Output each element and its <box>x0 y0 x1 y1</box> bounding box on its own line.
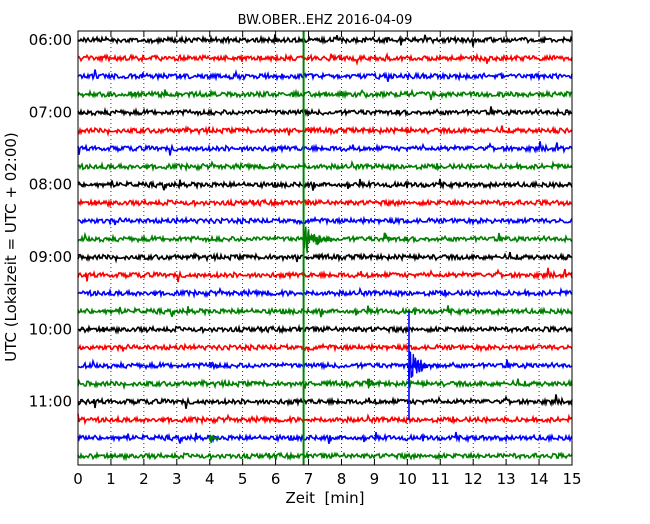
trace-row-6 <box>77 141 573 156</box>
x-tick-label-1: 1 <box>106 470 116 488</box>
trace-row-9 <box>77 197 573 209</box>
event-burst-1 <box>382 232 395 244</box>
x-tick-label-7: 7 <box>304 470 314 488</box>
y-tick-label-2: 08:00 <box>29 176 72 194</box>
trace-row-3 <box>77 88 573 101</box>
trace-row-23 <box>77 450 573 462</box>
trace-row-2 <box>77 69 573 82</box>
trace-row-12 <box>77 251 573 264</box>
trace-row-21 <box>77 413 573 426</box>
trace-row-0 <box>77 34 573 47</box>
x-tick-label-6: 6 <box>271 470 281 488</box>
x-tick-label-13: 13 <box>497 470 516 488</box>
event-burst-5 <box>207 434 220 444</box>
y-tick-label-1: 07:00 <box>29 103 72 121</box>
trace-row-7 <box>77 159 573 173</box>
x-tick-label-14: 14 <box>530 470 549 488</box>
x-tick-label-12: 12 <box>464 470 483 488</box>
trace-row-10 <box>77 215 573 227</box>
trace-row-19 <box>77 378 573 391</box>
traces-group <box>77 34 573 462</box>
axes-group: 0 1 2 3 4 5 6 7 8 9 10 11 12 13 14 1506:0007:0008:0009:… <box>29 30 582 488</box>
x-tick-label-4: 4 <box>205 470 215 488</box>
trace-row-18 <box>77 358 573 371</box>
x-tick-label-8: 8 <box>337 470 347 488</box>
y-axis-label: UTC (Lokalzeit = UTC + 02:00) <box>2 132 20 362</box>
event-burst-4 <box>365 378 378 389</box>
event-burst-0 <box>301 226 336 254</box>
y-tick-label-4: 10:00 <box>29 320 72 338</box>
event-burst-2 <box>406 350 442 385</box>
event-burst-3 <box>207 361 220 371</box>
trace-row-1 <box>77 52 573 66</box>
grid-group <box>110 31 540 465</box>
x-tick-label-2: 2 <box>139 470 149 488</box>
trace-row-17 <box>77 342 573 353</box>
trace-row-13 <box>77 267 573 283</box>
events-group <box>207 31 442 465</box>
trace-row-5 <box>77 125 573 138</box>
trace-row-8 <box>77 178 573 191</box>
x-tick-label-5: 5 <box>238 470 248 488</box>
x-tick-label-11: 11 <box>431 470 450 488</box>
y-tick-label-5: 11:00 <box>29 393 72 411</box>
x-tick-label-15: 15 <box>562 470 581 488</box>
trace-row-15 <box>77 305 573 318</box>
x-tick-label-10: 10 <box>398 470 417 488</box>
trace-row-16 <box>77 323 573 335</box>
chart-title: BW.OBER..EHZ 2016-04-09 <box>238 13 413 28</box>
trace-row-22 <box>77 431 573 444</box>
x-tick-label-3: 3 <box>172 470 182 488</box>
trace-row-4 <box>77 106 573 118</box>
x-tick-label-9: 9 <box>370 470 380 488</box>
y-tick-label-0: 06:00 <box>29 31 72 49</box>
plot-frame <box>77 30 573 466</box>
x-tick-label-0: 0 <box>73 470 83 488</box>
x-axis-label: Zeit [min] <box>285 489 364 507</box>
trace-row-14 <box>77 286 573 299</box>
y-tick-label-3: 09:00 <box>29 248 72 266</box>
trace-row-20 <box>77 394 573 409</box>
